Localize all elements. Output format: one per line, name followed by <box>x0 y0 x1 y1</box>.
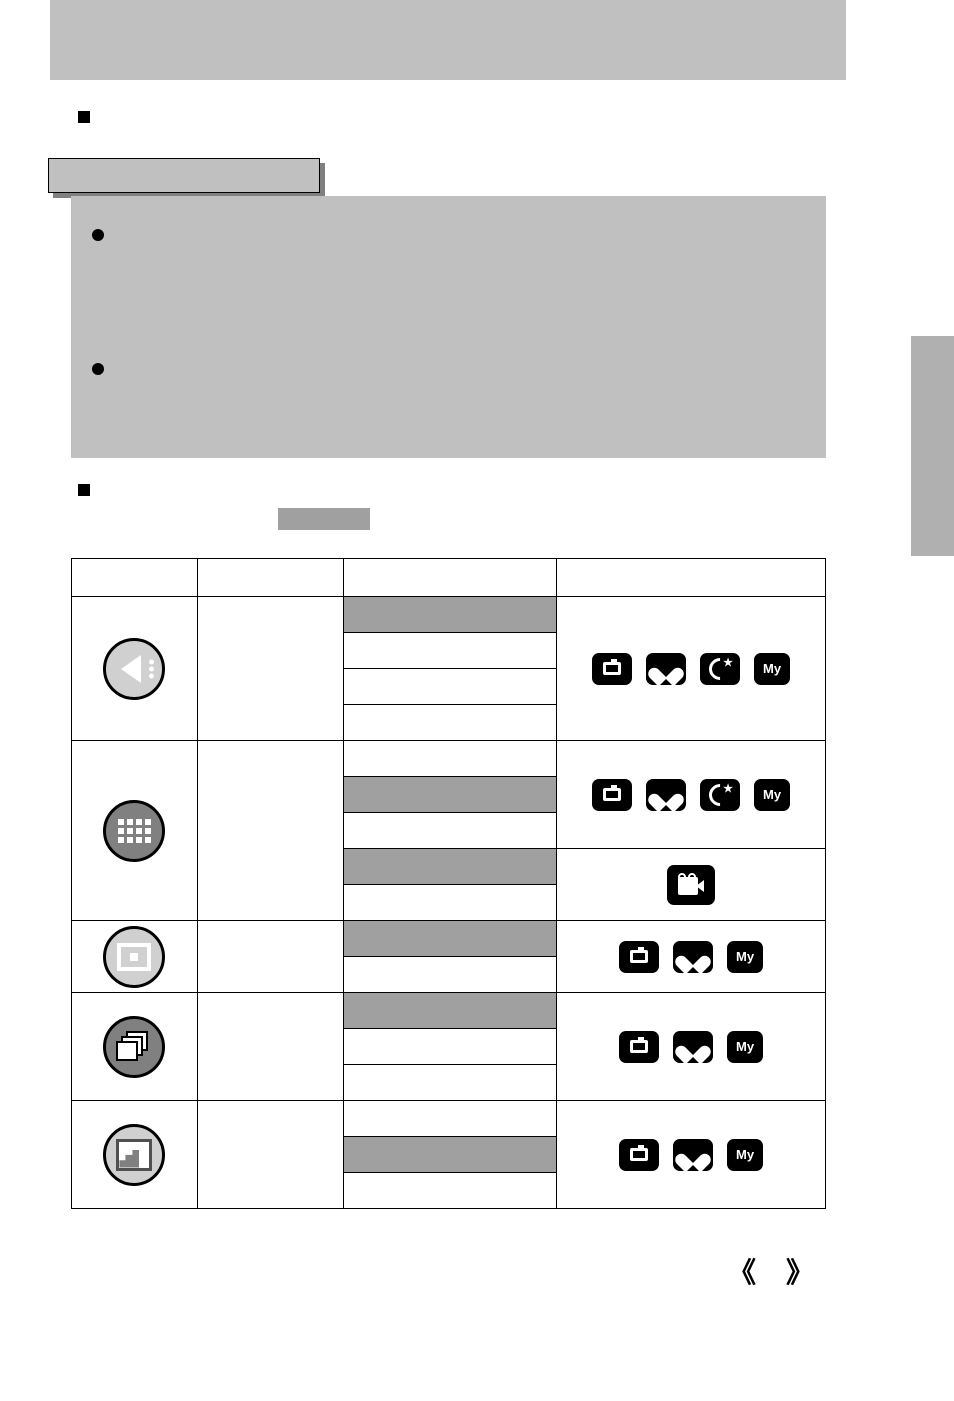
option-cell <box>343 597 557 633</box>
spot-icon <box>103 926 165 988</box>
icon-cell-stairs <box>72 1101 198 1209</box>
icon-cell-grid <box>72 741 198 921</box>
video-mode-icon <box>667 865 715 905</box>
heart-mode-icon <box>673 1139 713 1171</box>
night-mode-icon <box>700 779 740 811</box>
option-cell <box>343 921 557 957</box>
modes-cell: My <box>557 741 826 849</box>
table-header-row <box>72 559 826 597</box>
name-cell <box>197 741 343 921</box>
my-mode-icon: My <box>754 779 790 811</box>
icon-cell-spot <box>72 921 198 993</box>
camera-mode-icon <box>592 779 632 811</box>
option-cell <box>343 1029 557 1065</box>
side-tab <box>911 336 954 556</box>
camera-mode-icon <box>619 1139 659 1171</box>
option-cell <box>343 993 557 1029</box>
header-icon <box>72 559 198 597</box>
heart-mode-icon <box>646 653 686 685</box>
modes-cell: My <box>557 597 826 741</box>
continuous-icon <box>103 1016 165 1078</box>
header-modes <box>557 559 826 597</box>
icon-cell-continuous <box>72 993 198 1101</box>
camera-mode-icon <box>619 1031 659 1063</box>
heart-mode-icon <box>646 779 686 811</box>
name-cell <box>197 1101 343 1209</box>
bullet-square-2 <box>78 484 90 496</box>
camera-mode-icon <box>619 941 659 973</box>
modes-cell: My <box>557 993 826 1101</box>
option-cell <box>343 849 557 885</box>
heart-mode-icon <box>673 1031 713 1063</box>
my-mode-icon: My <box>754 653 790 685</box>
option-cell <box>343 1137 557 1173</box>
bullet-circle-1 <box>92 229 104 241</box>
option-cell <box>343 633 557 669</box>
self-timer-icon <box>103 638 165 700</box>
option-cell <box>343 669 557 705</box>
page-marks: 《》 <box>728 1251 844 1291</box>
angle-right-icon: 》 <box>786 1257 844 1288</box>
info-box <box>48 158 320 193</box>
my-mode-icon: My <box>727 1031 763 1063</box>
option-cell <box>343 1173 557 1209</box>
top-banner <box>50 0 846 80</box>
table-row: My <box>72 1101 826 1137</box>
header-option <box>343 559 557 597</box>
icon-cell-selftimer <box>72 597 198 741</box>
option-cell <box>343 813 557 849</box>
name-cell <box>197 993 343 1101</box>
table-row: My <box>72 993 826 1029</box>
modes-cell <box>557 849 826 921</box>
angle-left-icon: 《 <box>728 1257 786 1288</box>
camera-mode-icon <box>592 653 632 685</box>
bullet-circle-2 <box>92 363 104 375</box>
option-cell <box>343 885 557 921</box>
option-cell <box>343 777 557 813</box>
night-mode-icon <box>700 653 740 685</box>
modes-cell: My <box>557 921 826 993</box>
option-cell <box>343 957 557 993</box>
option-cell <box>343 741 557 777</box>
option-cell <box>343 1101 557 1137</box>
option-cell <box>343 1065 557 1101</box>
grid-icon <box>103 800 165 862</box>
name-cell <box>197 597 343 741</box>
info-panel <box>71 196 826 458</box>
my-mode-icon: My <box>727 1139 763 1171</box>
heart-mode-icon <box>673 941 713 973</box>
bullet-square-1 <box>78 111 90 123</box>
stairs-icon <box>103 1124 165 1186</box>
header-name <box>197 559 343 597</box>
text-highlight <box>278 508 370 530</box>
table-row: My <box>72 921 826 957</box>
name-cell <box>197 921 343 993</box>
settings-table: My My <box>71 558 826 1209</box>
my-mode-icon: My <box>727 941 763 973</box>
table-row: My <box>72 741 826 777</box>
option-cell <box>343 705 557 741</box>
modes-cell: My <box>557 1101 826 1209</box>
table-row: My <box>72 597 826 633</box>
